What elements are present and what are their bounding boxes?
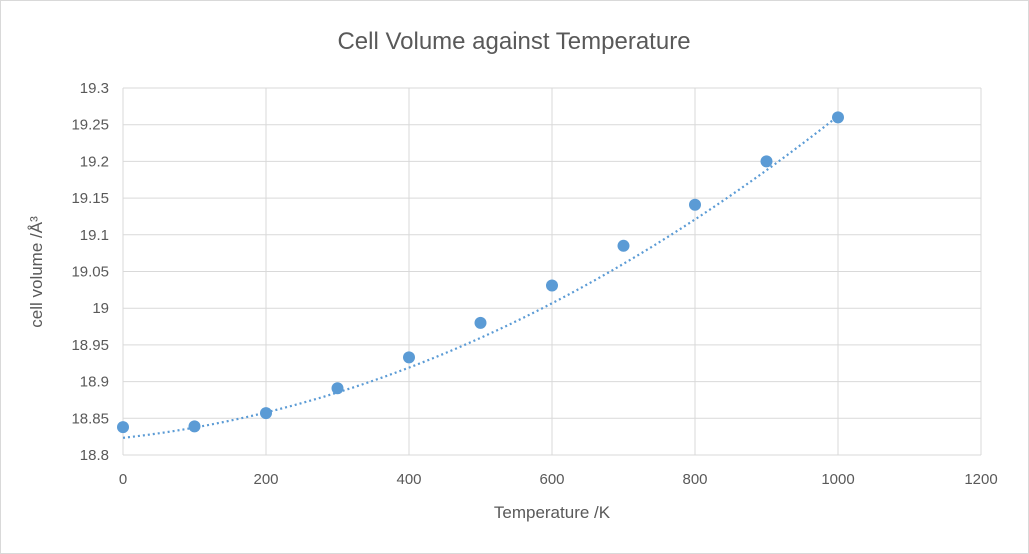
x-tick-labels: 0 200 400 600 800 1000 1200 (119, 471, 998, 488)
y-tick-label: 19 (92, 300, 109, 317)
data-point (188, 420, 201, 433)
y-tick-label: 19.3 (80, 80, 109, 97)
x-tick-label: 1200 (964, 471, 997, 488)
y-tick-label: 19.1 (80, 227, 109, 244)
y-tick-label: 19.2 (80, 153, 109, 170)
x-tick-label: 200 (253, 471, 278, 488)
x-tick-label: 1000 (821, 471, 854, 488)
x-axis-title: Temperature /K (494, 503, 611, 522)
data-point (760, 155, 773, 168)
data-point (546, 279, 558, 292)
trendline-group (122, 115, 839, 439)
chart-title: Cell Volume against Temperature (337, 28, 690, 55)
data-point (331, 382, 344, 395)
data-point (260, 407, 272, 420)
y-tick-label: 19.05 (71, 264, 109, 281)
x-tick-label: 0 (119, 471, 127, 488)
y-tick-label: 18.95 (71, 337, 109, 354)
y-tick-labels: 18.8 18.85 18.9 18.95 19 19.05 19.1 19.15 19.2 19… (71, 80, 109, 464)
data-point (403, 351, 415, 364)
x-tick-label: 600 (539, 471, 564, 488)
gridlines (122, 87, 982, 456)
data-point (117, 421, 129, 434)
y-tick-label: 18.8 (80, 447, 109, 464)
data-point (617, 239, 630, 252)
data-point (832, 111, 844, 124)
y-tick-label: 18.9 (80, 374, 109, 391)
x-tick-label: 400 (396, 471, 421, 488)
data-point (474, 316, 487, 329)
data-point (689, 198, 701, 211)
y-tick-label: 18.85 (71, 410, 109, 427)
y-tick-label: 19.15 (71, 190, 109, 207)
data-points (117, 111, 844, 434)
trendline (122, 115, 839, 439)
y-axis-title: cell volume /Å³ (27, 216, 46, 328)
x-tick-label: 800 (682, 471, 707, 488)
y-tick-label: 19.25 (71, 117, 109, 134)
